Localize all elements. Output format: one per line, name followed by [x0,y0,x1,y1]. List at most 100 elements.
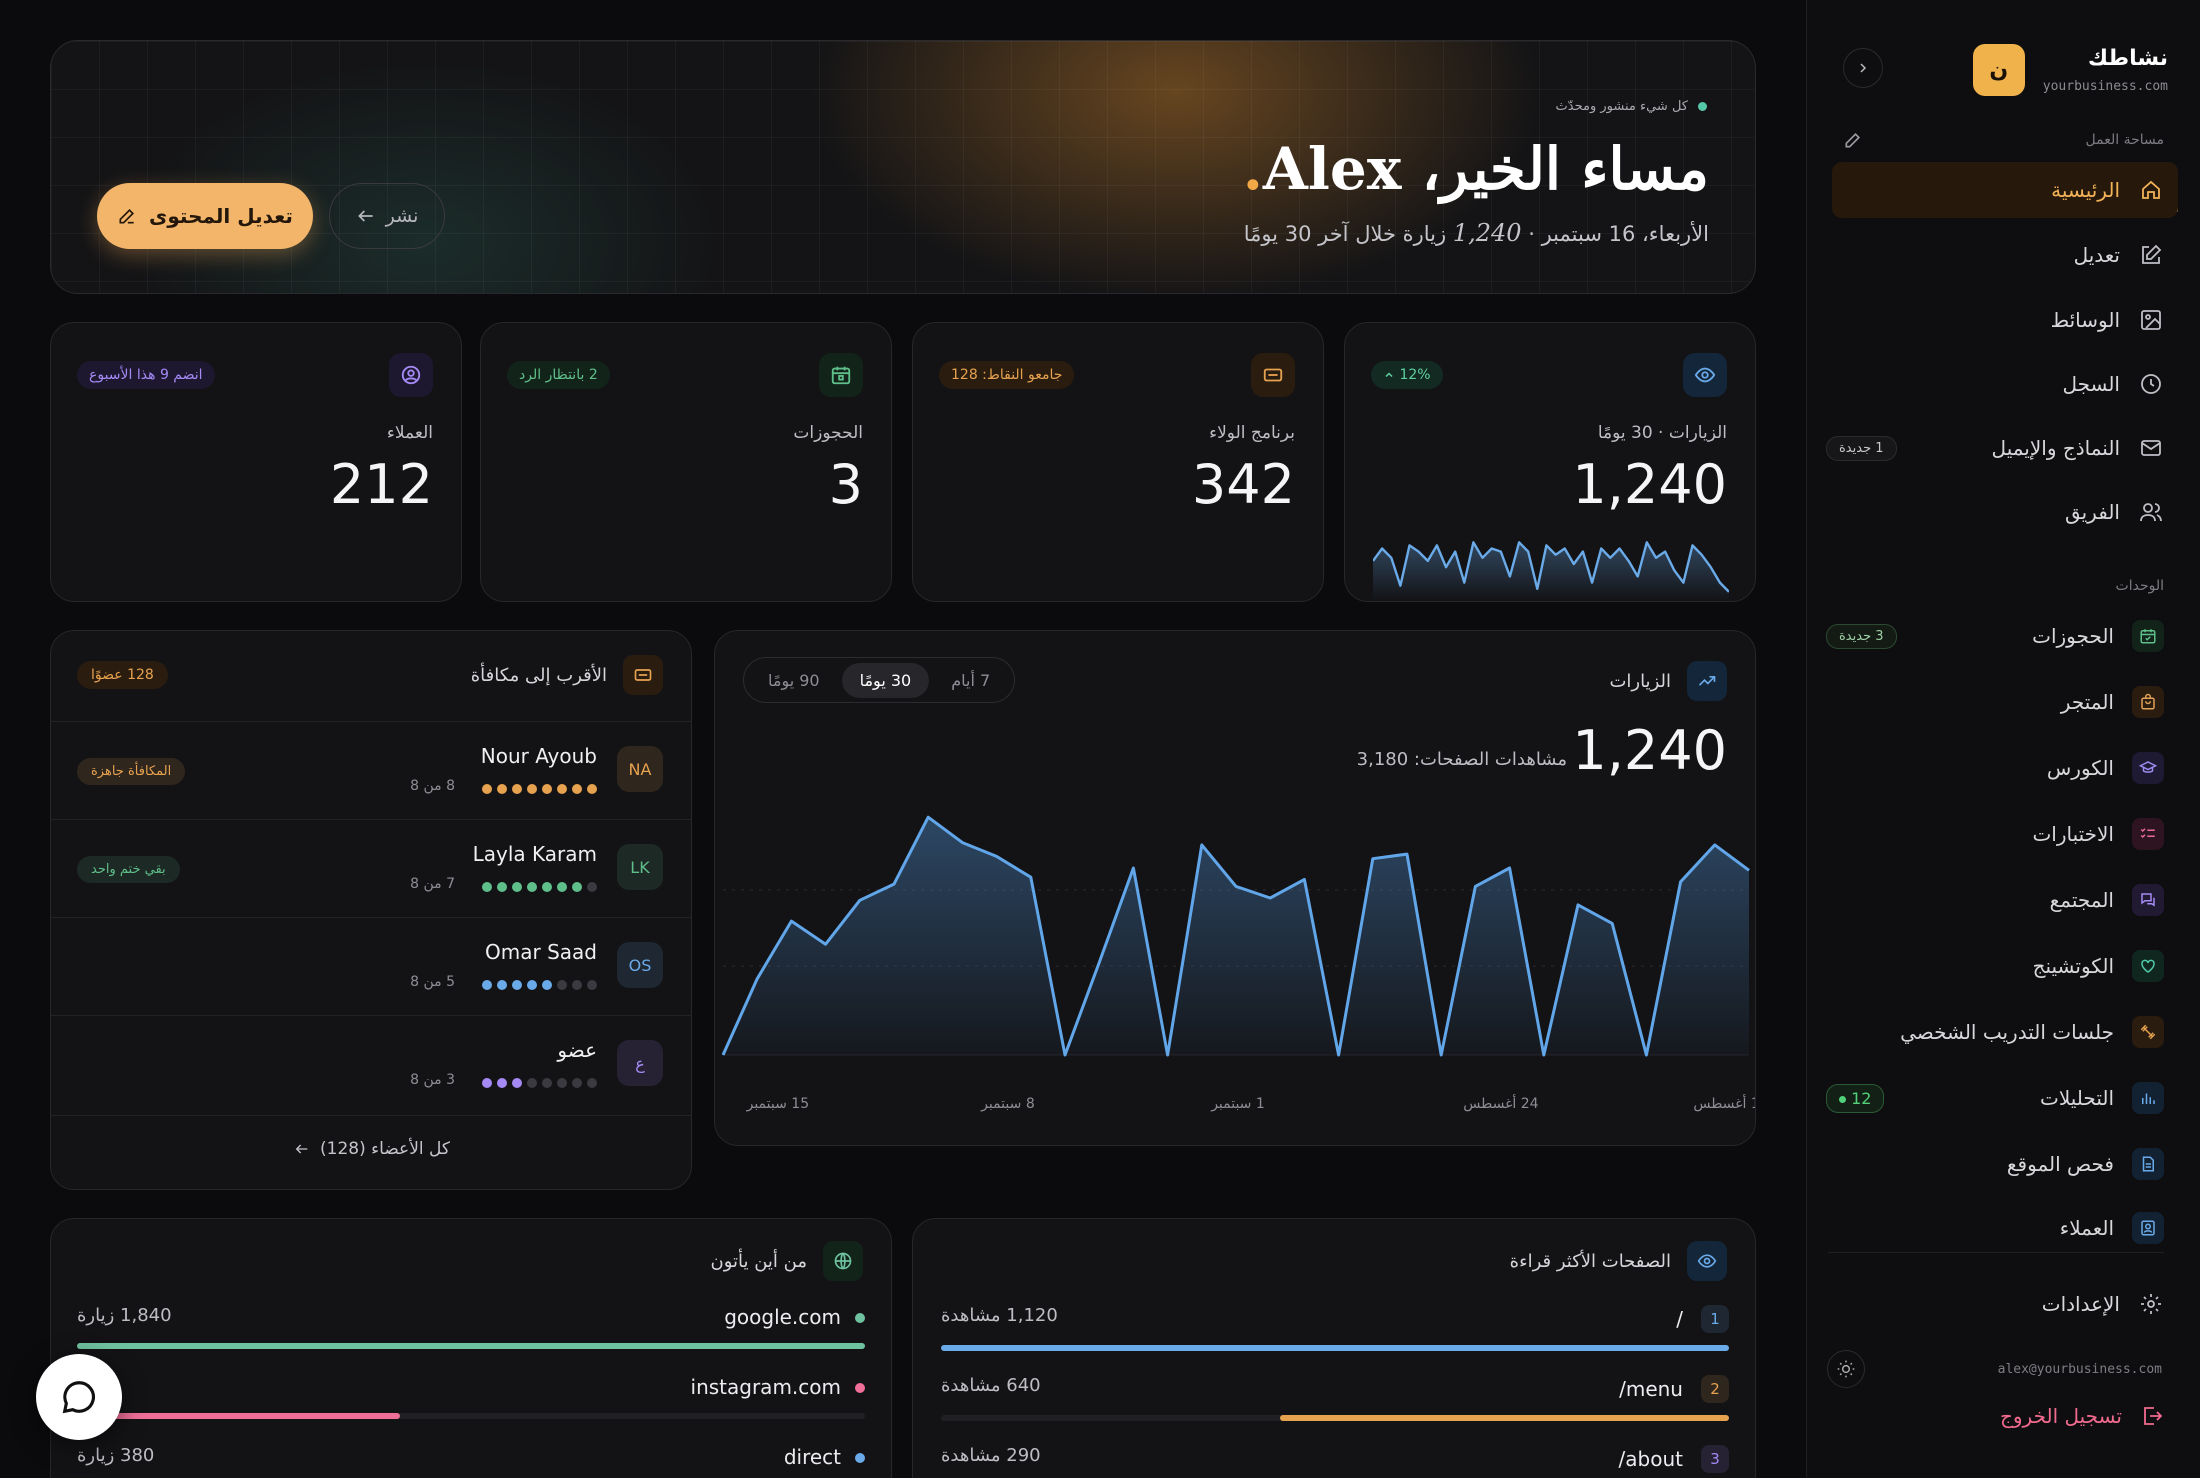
sidebar-item-label: تعديل [2073,243,2120,267]
sidebar-item-history[interactable]: السجل [1812,356,2164,412]
collapse-sidebar-button[interactable] [1843,48,1883,88]
stat-label: الحجوزات [793,423,863,443]
growth-value: 12% [1399,367,1431,383]
progress-fill [77,1343,865,1349]
members-count-badge: 128 عضوًا [77,661,168,689]
stamp-dot [527,784,537,794]
stamp-dot [497,980,507,990]
sun-icon [1837,1360,1855,1378]
sparkline-line [1373,541,1729,593]
stat-card-customers[interactable]: انضم 9 هذا الأسبوع العملاء 212 [50,322,462,602]
hero-grid-pattern [51,41,1755,293]
sidebar-item-label: المجتمع [2049,888,2114,912]
stamp-dot [527,1078,537,1088]
stat-card-visits[interactable]: 12% الزيارات · 30 يومًا 1,240 [1344,322,1756,602]
collectors-badge: جامعو النقاط: 128 [939,361,1075,389]
table-row[interactable]: OS Omar Saad 5 من 8 [51,917,691,1015]
tab-90-days[interactable]: 90 يومًا [768,670,820,690]
page-path: /menu [1619,1377,1683,1401]
edit-workspace-button[interactable] [1843,130,1863,150]
live-dot [1839,1095,1846,1103]
stamp-dot [482,784,492,794]
list-item[interactable]: direct 380 زيارة [77,1445,865,1478]
chat-icon [2132,884,2164,916]
x-tick-label: 15 سبتمبر [746,1096,810,1112]
pencil-icon [119,208,135,224]
sources-card: من أين يأتون google.com 1,840 زيارة instag… [50,1218,892,1478]
stamp-dot [572,980,582,990]
greeting-dot: . [1242,135,1263,203]
table-row[interactable]: LK Layla Karam 7 من 8 بقي ختم واحد [51,819,691,917]
brand[interactable]: ن نشاطك yourbusiness.com [1972,44,2168,96]
chat-support-button[interactable] [36,1354,122,1440]
publish-button[interactable]: نشر [329,183,445,249]
sidebar-item-store[interactable]: المتجر [1812,674,2164,730]
sidebar-item-edit[interactable]: تعديل [1812,227,2164,283]
bar-chart-icon [2132,1082,2164,1114]
edit-content-button[interactable]: تعديل المحتوى [97,183,313,249]
sidebar-item-label: الفريق [2064,500,2120,524]
status-text: كل شيء منشور ومحدّث [1555,99,1688,114]
sidebar-item-customers[interactable]: العملاء [1812,1200,2164,1256]
sidebar-item-label: الكوتشينج [2032,954,2114,978]
joined-badge: انضم 9 هذا الأسبوع [77,361,215,389]
stamp-dot [587,784,597,794]
list-item[interactable]: 3/about 290 مشاهدة [941,1445,1729,1478]
publish-label: نشر [385,205,419,227]
sidebar-item-team[interactable]: الفريق [1812,484,2164,540]
visit-number: 1,240 [1452,219,1522,247]
sidebar-item-media[interactable]: الوسائط [1812,292,2164,348]
sidebar-item-site-check[interactable]: فحص الموقع [1812,1136,2164,1192]
analytics-count-badge: 12 [1826,1083,1885,1113]
stamp-dot [482,980,492,990]
contact-icon [2132,1212,2164,1244]
rewards-title: الأقرب إلى مكافأة [470,665,607,686]
sidebar-item-label: الوسائط [2050,308,2120,332]
modules-label: الوحدات [2115,578,2164,594]
visits-chart-card: الزيارات 1,240 مشاهدات الصفحات: 3,180 7 … [714,630,1756,1146]
member-name: Nour Ayoub [480,744,597,768]
table-row[interactable]: NA Nour Ayoub 8 من 8 المكافأة جاهزة [51,721,691,819]
sidebar-item-course[interactable]: الكورس [1812,740,2164,796]
stamp-dot [542,1078,552,1088]
sidebar-item-analytics[interactable]: التحليلات 12 [1812,1070,2164,1126]
stamp-progress [482,1078,597,1088]
list-item[interactable]: 2/menu 640 مشاهدة [941,1375,1729,1435]
x-tick-label: 17 أغسطس [1693,1094,1756,1112]
user-email: alex@yourbusiness.com [1997,1362,2162,1377]
chevron-up-icon [1385,372,1393,378]
stat-card-loyalty[interactable]: جامعو النقاط: 128 برنامج الولاء 342 [912,322,1324,602]
view-count: 640 مشاهدة [941,1375,1041,1396]
tab-7-days[interactable]: 7 أيام [951,670,991,690]
sidebar-item-community[interactable]: المجتمع [1812,872,2164,928]
theme-toggle-button[interactable] [1827,1350,1865,1388]
sidebar-item-bookings[interactable]: الحجوزات 3 جديدة [1812,608,2164,664]
logout-button[interactable]: تسجيل الخروج [2000,1404,2164,1428]
tab-30-days[interactable]: 30 يومًا [841,662,930,698]
greeting-title: مساء الخير، Alex. [1243,135,1709,203]
stamp-dot [572,1078,582,1088]
greeting-text: مساء الخير، Alex [1262,135,1709,203]
image-icon [2138,307,2164,333]
welcome-hero: كل شيء منشور ومحدّث مساء الخير، Alex. ال… [50,40,1756,294]
stat-card-bookings[interactable]: 2 بانتظار الرد الحجوزات 3 [480,322,892,602]
list-item[interactable]: instagram.com760 [77,1375,865,1435]
list-item[interactable]: 1 / 1,120 مشاهدة [941,1305,1729,1365]
stamp-dot [527,882,537,892]
heart-icon [2132,950,2164,982]
stamp-dot [587,1078,597,1088]
sidebar-item-quizzes[interactable]: الاختبارات [1812,806,2164,862]
all-members-link[interactable]: كل الأعضاء (128) [51,1139,691,1159]
visit-count: 1,840 زيارة [77,1305,172,1326]
list-item[interactable]: google.com 1,840 زيارة [77,1305,865,1365]
sidebar-item-home[interactable]: الرئيسية [1832,162,2178,218]
sidebar-item-settings[interactable]: الإعدادات [1812,1276,2164,1332]
sidebar-item-coaching[interactable]: الكوتشينج [1812,938,2164,994]
sidebar-item-forms[interactable]: النماذج والإيميل 1 جديدة [1812,420,2164,476]
source-dot [855,1313,865,1323]
table-row[interactable]: ع عضو 3 من 8 [51,1015,691,1113]
sidebar-item-personal-training[interactable]: جلسات التدريب الشخصي [1812,1004,2164,1060]
stamp-progress [482,980,597,990]
sidebar-item-label: الاختبارات [2032,822,2114,846]
calendar-icon [2132,620,2164,652]
